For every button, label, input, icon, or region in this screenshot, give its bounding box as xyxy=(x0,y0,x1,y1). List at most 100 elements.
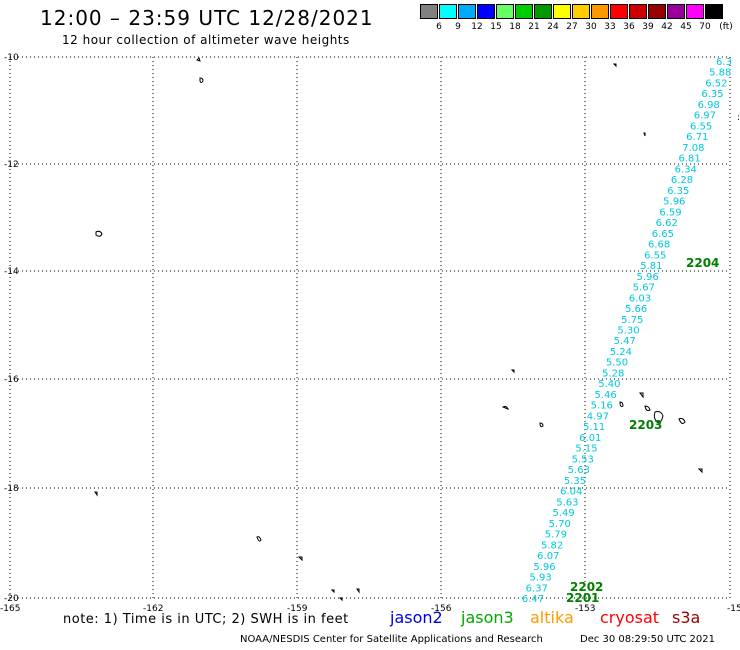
legend-label: 15 xyxy=(490,22,502,32)
island xyxy=(297,556,303,562)
legend-label: 45 xyxy=(680,22,692,32)
swh-value: 6.04 xyxy=(560,487,582,498)
legend-swatch xyxy=(439,4,457,19)
swh-value: 5.35 xyxy=(564,476,586,487)
swh-value: 6.34 xyxy=(675,164,697,175)
island xyxy=(539,422,544,428)
legend-swatch xyxy=(629,4,647,19)
island xyxy=(510,369,515,374)
swh-value: 5.82 xyxy=(541,540,563,551)
swh-value: 6.97 xyxy=(694,111,716,122)
latitude-label: -10 xyxy=(4,53,19,63)
swh-value: 6.07 xyxy=(537,551,559,562)
swh-value: 5.63 xyxy=(568,465,590,476)
island xyxy=(338,597,343,602)
swh-value: 5.11 xyxy=(583,422,605,433)
swh-value: 6.03 xyxy=(629,293,651,304)
longitude-label: -165 xyxy=(0,604,20,614)
swh-value: 5.79 xyxy=(545,530,567,541)
legend-label: 18 xyxy=(509,22,521,32)
swh-value: 6.55 xyxy=(644,250,666,261)
latitude-label: -12 xyxy=(4,160,19,170)
longitude-label: -156 xyxy=(431,604,452,614)
credit-line: NOAA/NESDIS Center for Satellite Applica… xyxy=(240,634,543,645)
satellite-altika: altika xyxy=(530,608,574,627)
swh-value: 6.81 xyxy=(678,154,700,165)
island xyxy=(199,77,204,83)
swh-value: 5.24 xyxy=(610,347,632,358)
swh-value: 5.50 xyxy=(606,358,628,369)
longitude-label: -162 xyxy=(143,604,163,614)
island xyxy=(501,405,510,410)
swh-value: 5.70 xyxy=(549,519,571,530)
swh-value: 5.49 xyxy=(552,508,574,519)
swh-value: 6.47 xyxy=(522,594,544,605)
pass-label: 2203 xyxy=(629,418,662,432)
latitude-label: -20 xyxy=(4,594,19,604)
wave-height-track: 6.35.886.526.356.986.976.556.717.086.816… xyxy=(522,57,740,605)
legend-swatch xyxy=(458,4,476,19)
swh-value: 5.75 xyxy=(621,315,643,326)
swh-value: 6.65 xyxy=(652,229,674,240)
swh-value: 5.28 xyxy=(602,369,624,380)
island xyxy=(643,132,646,137)
swh-value: 6.98 xyxy=(698,100,720,111)
islands xyxy=(94,57,703,602)
latitude-label: -18 xyxy=(4,484,19,494)
legend-label: 33 xyxy=(604,22,616,32)
island xyxy=(94,491,98,497)
legend-label: 30 xyxy=(585,22,597,32)
swh-value: 5.96 xyxy=(663,197,685,208)
latitude-label: -16 xyxy=(4,375,19,385)
pass-label: 2201 xyxy=(566,591,599,605)
swh-value: 6.3 xyxy=(716,57,732,68)
swh-value: 5.88 xyxy=(709,68,731,79)
legend-label: 24 xyxy=(547,22,559,32)
swh-value: 7.08 xyxy=(682,143,704,154)
swh-value: 6.52 xyxy=(705,79,727,90)
generation-timestamp: Dec 30 08:29:50 UTC 2021 xyxy=(580,634,715,645)
island xyxy=(256,536,262,542)
island xyxy=(678,417,686,424)
pass-label: 2204 xyxy=(686,256,719,270)
legend-label: 9 xyxy=(455,22,461,32)
pass-label: 2202 xyxy=(570,580,603,594)
legend-swatch xyxy=(591,4,609,19)
swh-value: 6.37 xyxy=(526,583,548,594)
island xyxy=(612,63,617,68)
swh-value: 6.68 xyxy=(648,240,670,251)
swh-value: 6.28 xyxy=(671,175,693,186)
legend-label: 36 xyxy=(623,22,635,32)
legend-label: 21 xyxy=(528,22,540,32)
island xyxy=(330,589,335,594)
island xyxy=(653,411,664,423)
longitude-label: -15 xyxy=(727,604,740,614)
legend-label: 6 xyxy=(436,22,442,32)
satellite-jason2: jason2 xyxy=(390,608,443,627)
swh-value: 5.93 xyxy=(529,573,551,584)
legend-swatch xyxy=(648,4,666,19)
swh-value: 4.97 xyxy=(587,411,609,422)
legend-swatch xyxy=(534,4,552,19)
legend-swatch xyxy=(496,4,514,19)
swh-value: 6.35 xyxy=(667,186,689,197)
legend-unit: (ft) xyxy=(719,22,733,32)
legend-swatch xyxy=(705,4,723,19)
lat-lon-grid: -10 -12 -14 -16 -18 -20-165 -162 -159 -156 -153 -1… xyxy=(0,53,740,614)
legend-swatch xyxy=(667,4,685,19)
island xyxy=(639,392,644,399)
longitude-label: -153 xyxy=(575,604,595,614)
swh-value: 5.66 xyxy=(625,304,647,315)
swh-value: 6.55 xyxy=(690,121,712,132)
legend-swatch xyxy=(420,4,438,19)
units-note: note: 1) Time is in UTC; 2) SWH is in fe… xyxy=(63,612,349,627)
longitude-label: -159 xyxy=(287,604,308,614)
island xyxy=(697,468,703,474)
satellite-cryosat: cryosat xyxy=(600,608,660,627)
satellite-s3a: s3a xyxy=(672,608,701,627)
swh-value: 5.53 xyxy=(572,454,594,465)
latitude-label: -14 xyxy=(4,267,19,277)
swh-value: 6.01 xyxy=(579,433,601,444)
